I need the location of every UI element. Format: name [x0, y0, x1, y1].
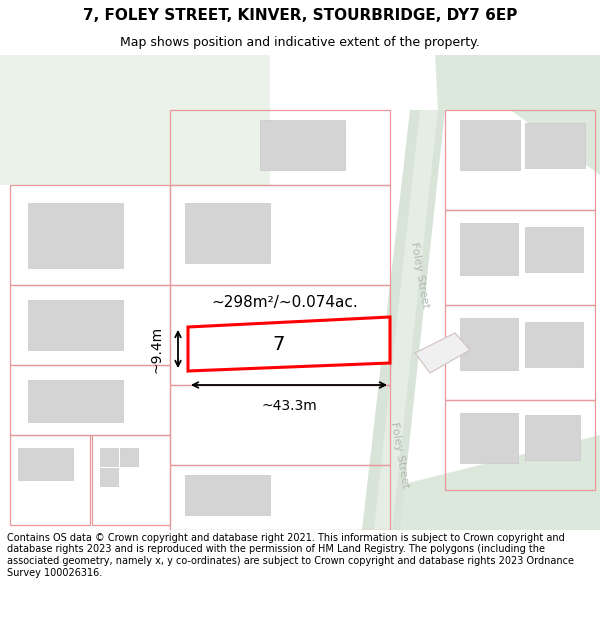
Bar [120, 448, 138, 466]
Text: Map shows position and indicative extent of the property.: Map shows position and indicative extent… [120, 36, 480, 49]
Bar [170, 110, 390, 185]
Bar [460, 318, 518, 370]
Polygon shape [435, 55, 600, 110]
Bar [525, 415, 580, 460]
Polygon shape [362, 110, 445, 530]
Bar [260, 120, 345, 170]
Text: ~43.3m: ~43.3m [261, 399, 317, 413]
Bar [10, 185, 170, 285]
Bar [28, 380, 123, 422]
Bar [28, 203, 123, 268]
Polygon shape [188, 317, 390, 371]
Bar [170, 465, 390, 530]
Bar [525, 322, 583, 367]
Bar [525, 227, 583, 272]
Bar [18, 448, 73, 480]
Bar [100, 468, 118, 486]
Bar [170, 285, 390, 385]
Text: 7, FOLEY STREET, KINVER, STOURBRIDGE, DY7 6EP: 7, FOLEY STREET, KINVER, STOURBRIDGE, DY… [83, 8, 517, 23]
Bar [185, 475, 270, 515]
Polygon shape [0, 55, 270, 185]
Bar [445, 305, 595, 400]
Polygon shape [435, 55, 600, 175]
Text: ~9.4m: ~9.4m [149, 326, 163, 372]
Bar [460, 223, 518, 275]
Polygon shape [415, 333, 470, 373]
Bar [445, 400, 595, 490]
Bar [445, 210, 595, 305]
Text: Foley Street: Foley Street [409, 241, 431, 309]
Bar [170, 185, 390, 285]
Bar [28, 300, 123, 350]
Bar [10, 285, 170, 365]
Bar [100, 448, 118, 466]
Bar [445, 110, 595, 210]
Bar [460, 413, 518, 463]
Bar [10, 435, 90, 525]
Bar [185, 203, 270, 263]
Polygon shape [400, 435, 600, 530]
Text: Contains OS data © Crown copyright and database right 2021. This information is : Contains OS data © Crown copyright and d… [7, 533, 574, 578]
Bar [10, 365, 170, 435]
Text: ~298m²/~0.074ac.: ~298m²/~0.074ac. [212, 296, 358, 311]
Bar [460, 120, 520, 170]
Text: 7: 7 [273, 335, 285, 354]
Bar [525, 123, 585, 168]
Bar [170, 385, 390, 465]
Bar [92, 435, 170, 525]
Polygon shape [374, 110, 438, 530]
Text: Foley Street: Foley Street [389, 421, 411, 489]
